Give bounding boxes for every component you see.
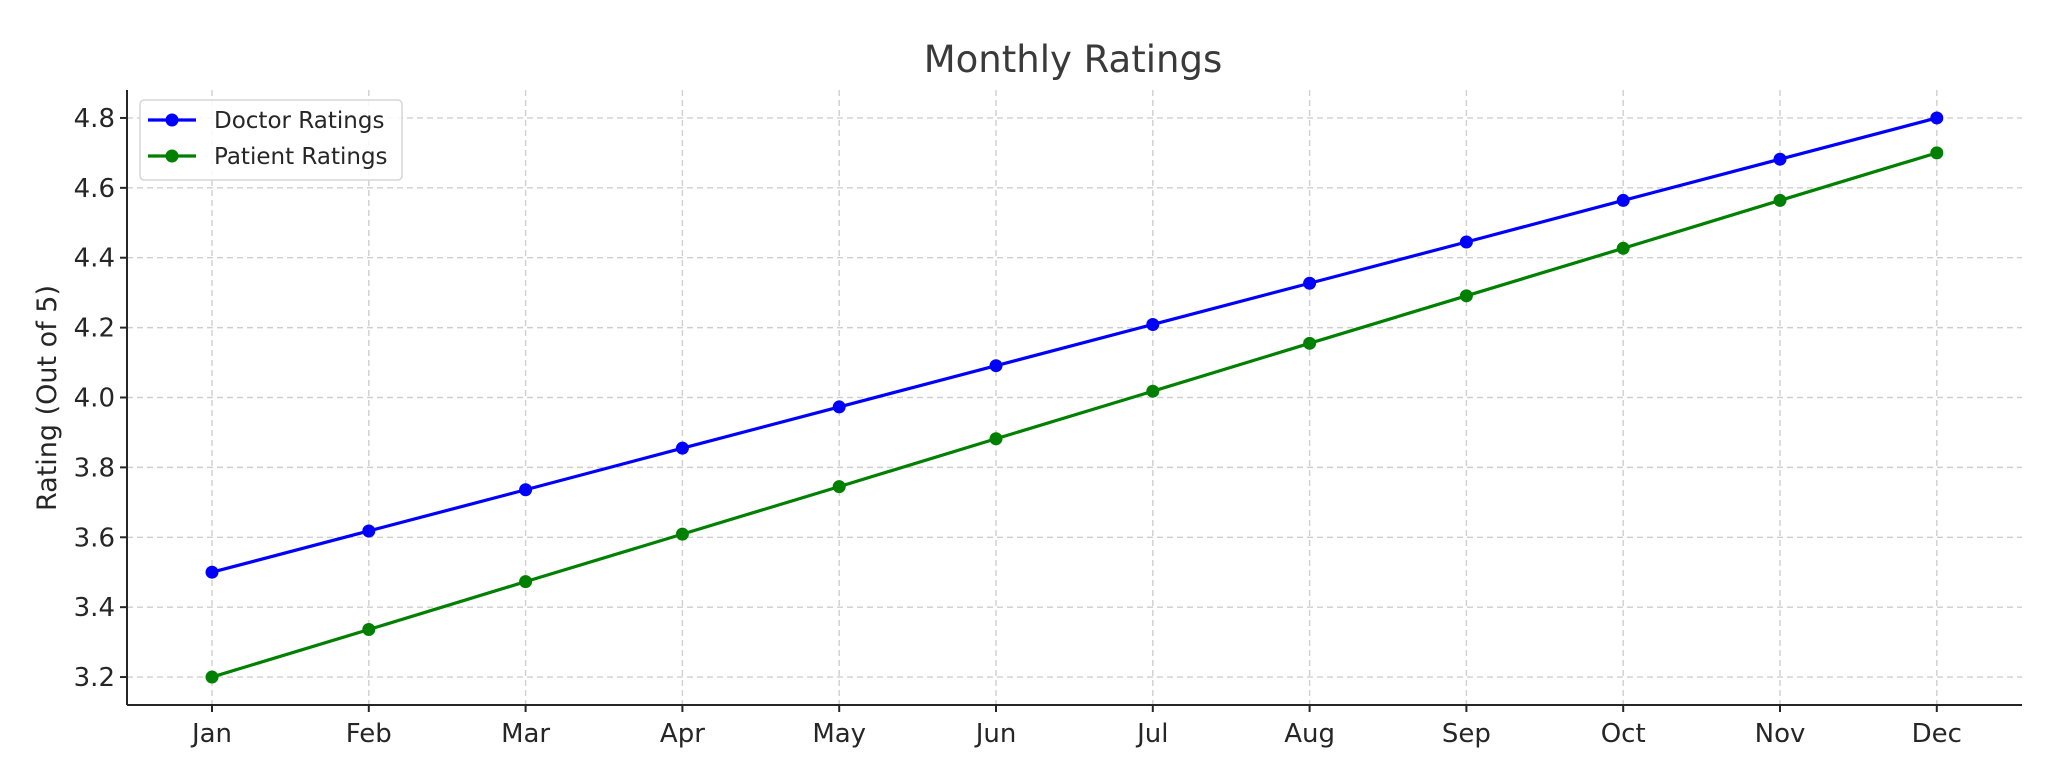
data-point-doctor-ratings-apr (675, 441, 689, 455)
chart-title: Monthly Ratings (924, 38, 1222, 81)
data-point-doctor-ratings-mar (519, 483, 533, 497)
data-point-doctor-ratings-feb (362, 524, 376, 538)
data-point-doctor-ratings-jun (989, 359, 1003, 373)
data-point-patient-ratings-jul (1146, 384, 1160, 398)
y-tick-label-3-6: 3.6 (74, 523, 115, 553)
x-tick-label-oct: Oct (1601, 719, 1646, 749)
data-point-doctor-ratings-jan (205, 565, 219, 579)
data-point-patient-ratings-sep (1459, 289, 1473, 303)
x-tick-label-aug: Aug (1284, 719, 1335, 749)
data-point-doctor-ratings-may (832, 400, 846, 414)
legend-box (139, 99, 403, 181)
data-point-patient-ratings-nov (1773, 193, 1787, 207)
x-tick-label-dec: Dec (1912, 719, 1962, 749)
data-point-patient-ratings-apr (675, 527, 689, 541)
data-point-doctor-ratings-dec (1930, 111, 1944, 125)
data-point-patient-ratings-aug (1303, 336, 1317, 350)
y-tick-label-3-8: 3.8 (74, 453, 115, 483)
y-axis-title: Rating (Out of 5) (32, 285, 63, 511)
legend: Doctor Ratings Patient Ratings (139, 99, 403, 181)
data-point-patient-ratings-dec (1930, 146, 1944, 160)
y-tick-label-4-8: 4.8 (74, 104, 115, 134)
data-point-patient-ratings-may (832, 480, 846, 494)
x-tick-label-sep: Sep (1442, 719, 1491, 749)
data-point-patient-ratings-jun (989, 432, 1003, 446)
data-point-doctor-ratings-oct (1616, 193, 1630, 207)
y-tick-label-4-4: 4.4 (74, 244, 115, 274)
data-point-doctor-ratings-nov (1773, 152, 1787, 166)
y-tick-label-3-4: 3.4 (74, 593, 115, 623)
data-point-patient-ratings-jan (205, 670, 219, 684)
y-tick-label-4-6: 4.6 (74, 174, 115, 204)
data-point-doctor-ratings-jul (1146, 317, 1160, 331)
series-line-doctor-ratings (211, 116, 1938, 574)
legend-label-doctor-ratings: Doctor Ratings (214, 108, 384, 134)
x-tick-label-jul: Jul (1135, 719, 1168, 749)
x-tick-label-jan: Jan (190, 719, 232, 749)
x-tick-label-mar: Mar (501, 719, 550, 749)
y-tick-label-4-2: 4.2 (74, 314, 115, 344)
data-point-patient-ratings-oct (1616, 241, 1630, 255)
legend-label-patient-ratings: Patient Ratings (214, 144, 388, 170)
x-tick-label-jun: Jun (974, 719, 1017, 749)
series-line-patient-ratings (211, 151, 1938, 679)
x-tick-label-nov: Nov (1755, 719, 1806, 749)
x-tick-label-may: May (812, 719, 866, 749)
x-tick-label-apr: Apr (660, 719, 705, 749)
legend-marker-doctor-ratings (165, 113, 179, 127)
grid-lines (127, 90, 2022, 705)
axes: Jan Feb Mar Apr May Jun Jul Aug Sep Oct Nov Dec 3.2 3… (74, 90, 2022, 749)
data-point-patient-ratings-feb (362, 623, 376, 637)
legend-marker-patient-ratings (165, 149, 179, 163)
y-tick-label-4-0: 4.0 (74, 384, 115, 414)
x-tick-label-feb: Feb (346, 719, 392, 749)
series-layer (205, 111, 1944, 684)
data-point-doctor-ratings-aug (1303, 276, 1317, 290)
y-tick-label-3-2: 3.2 (74, 663, 115, 693)
data-point-patient-ratings-mar (519, 575, 533, 589)
data-point-doctor-ratings-sep (1459, 235, 1473, 249)
